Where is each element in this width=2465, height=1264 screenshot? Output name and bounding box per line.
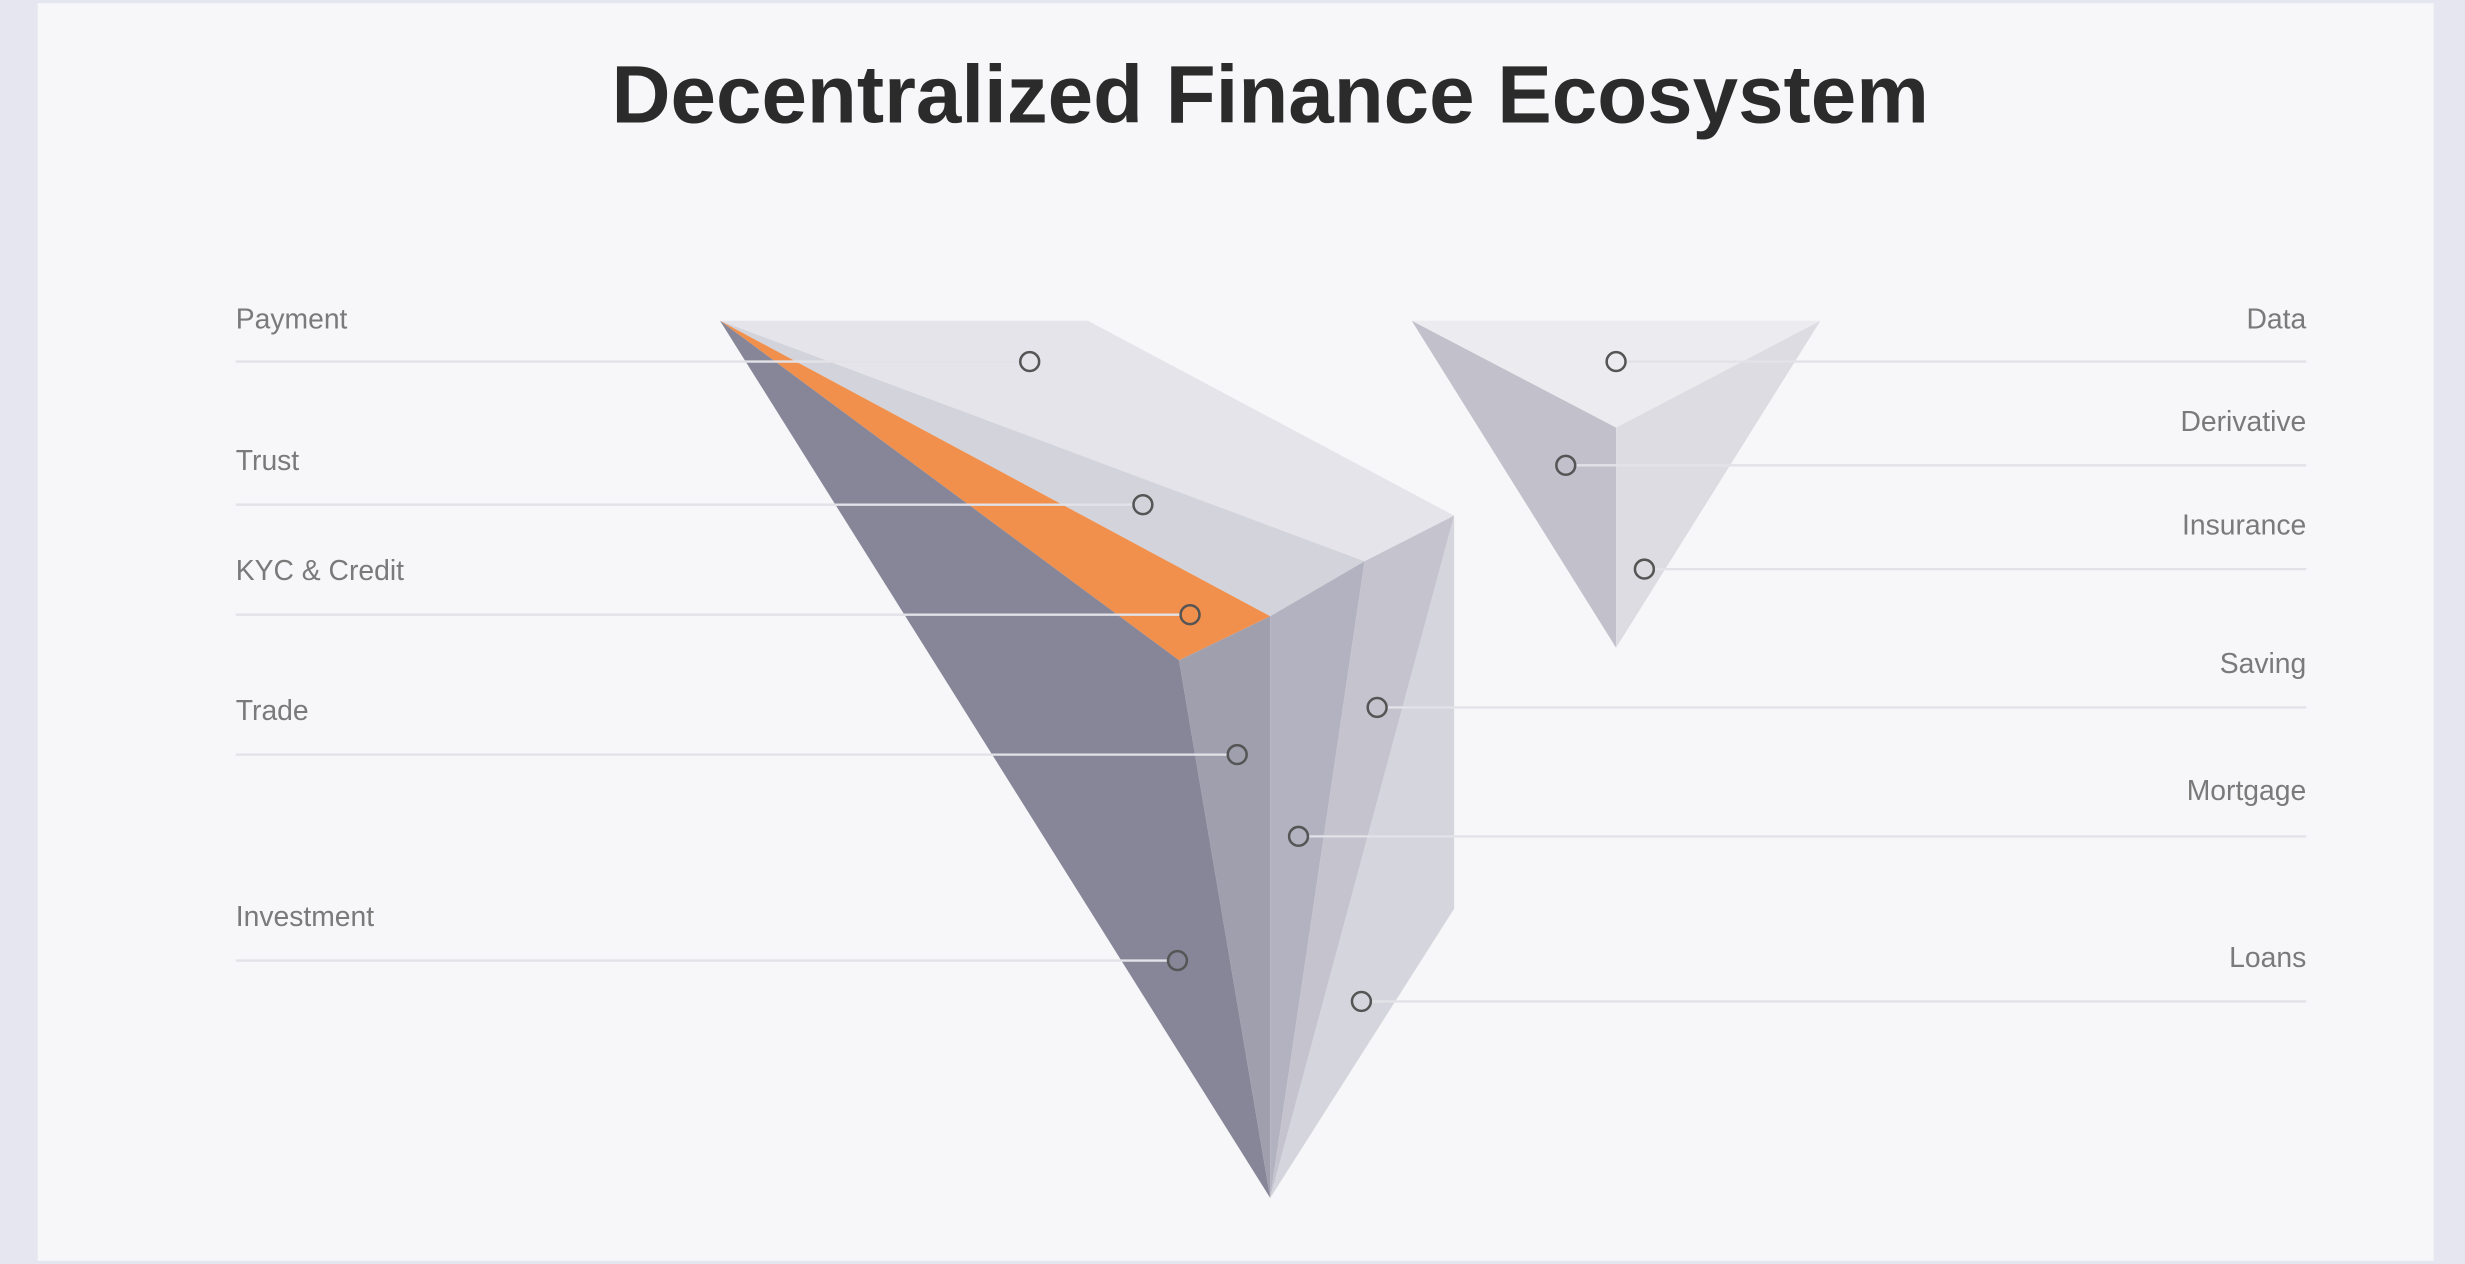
page: Decentralized Finance Ecosystem Payment T… xyxy=(0,0,2465,1264)
label: Investment xyxy=(236,900,374,932)
title: Decentralized Finance Ecosystem xyxy=(612,50,1929,141)
label: Data xyxy=(2246,303,2306,335)
label: Trade xyxy=(236,694,309,726)
label: Saving xyxy=(2220,647,2306,679)
label: Derivative xyxy=(2180,405,2306,437)
label: KYC & Credit xyxy=(236,554,404,586)
label: Insurance xyxy=(2182,509,2306,541)
label: Payment xyxy=(236,303,348,335)
label: Mortgage xyxy=(2187,774,2306,806)
label: Trust xyxy=(236,444,300,476)
diagram: Decentralized Finance Ecosystem Payment T… xyxy=(0,0,2465,1264)
label: Loans xyxy=(2229,941,2306,973)
